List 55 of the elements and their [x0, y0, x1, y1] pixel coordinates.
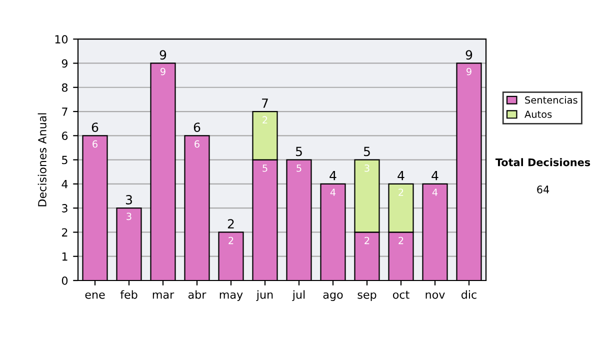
y-tick-label: 7 [62, 108, 68, 116]
total-label: 3 [126, 194, 132, 204]
y-tick-label: 10 [55, 35, 68, 44]
total-label: 9 [160, 50, 166, 60]
x-tick-label: feb [120, 290, 138, 299]
data-label: 9 [466, 68, 472, 76]
y-tick-label: 1 [62, 252, 68, 261]
text: Total Decisiones [495, 158, 590, 166]
data-label: 2 [228, 236, 234, 244]
data-label: 4 [432, 188, 438, 196]
y-tick-label: 6 [62, 132, 68, 140]
data-label: 5 [296, 164, 302, 172]
data-label: 2 [364, 236, 370, 244]
total-label: 2 [228, 219, 234, 228]
y-tick-label: 0 [62, 276, 68, 285]
data-label: 5 [262, 164, 268, 172]
y-tick-label: 5 [62, 156, 68, 164]
data-label: 6 [92, 140, 98, 148]
data-label: 2 [398, 236, 404, 244]
data-label: 6 [194, 140, 200, 148]
data-label: 2 [398, 188, 404, 196]
total-label: 5 [364, 146, 370, 156]
x-tick-label: oct [392, 290, 410, 299]
x-tick-label: ene [85, 292, 105, 299]
x-tick-label: jul [292, 290, 305, 301]
x-tick-label: dic [461, 290, 476, 299]
x-tick-label: nov [426, 292, 445, 299]
total-label: 4 [432, 171, 438, 180]
text: 64 [537, 186, 550, 194]
total-label: 6 [194, 122, 200, 132]
x-tick-label: ago [323, 292, 343, 301]
data-label: 9 [160, 68, 166, 76]
data-label: 2 [262, 116, 268, 124]
y-tick-label: 8 [62, 83, 68, 92]
legend-label: Autos [524, 110, 552, 118]
y-tick-label: 2 [62, 228, 68, 236]
total-label: 7 [262, 98, 268, 108]
total-label: 4 [330, 171, 336, 180]
y-tick-label: 9 [62, 59, 68, 68]
legend-label: Sentencias [525, 96, 578, 104]
x-tick-label: sep [358, 292, 376, 301]
data-label: 3 [364, 164, 370, 172]
data-label: 4 [330, 188, 336, 196]
x-tick-label: jun [256, 290, 273, 301]
x-tick-label: may [220, 292, 243, 301]
total-label: 6 [92, 122, 98, 132]
total-label: 4 [398, 171, 404, 180]
x-tick-label: abr [188, 290, 206, 299]
data-label: 3 [126, 212, 132, 220]
y-tick-label: 3 [62, 204, 68, 212]
y-axis-title: Decisiones Anual [38, 113, 46, 206]
total-label: 5 [296, 146, 302, 156]
y-tick-label: 4 [62, 180, 68, 188]
x-tick-label: mar [152, 292, 174, 299]
total-label: 9 [466, 50, 472, 60]
